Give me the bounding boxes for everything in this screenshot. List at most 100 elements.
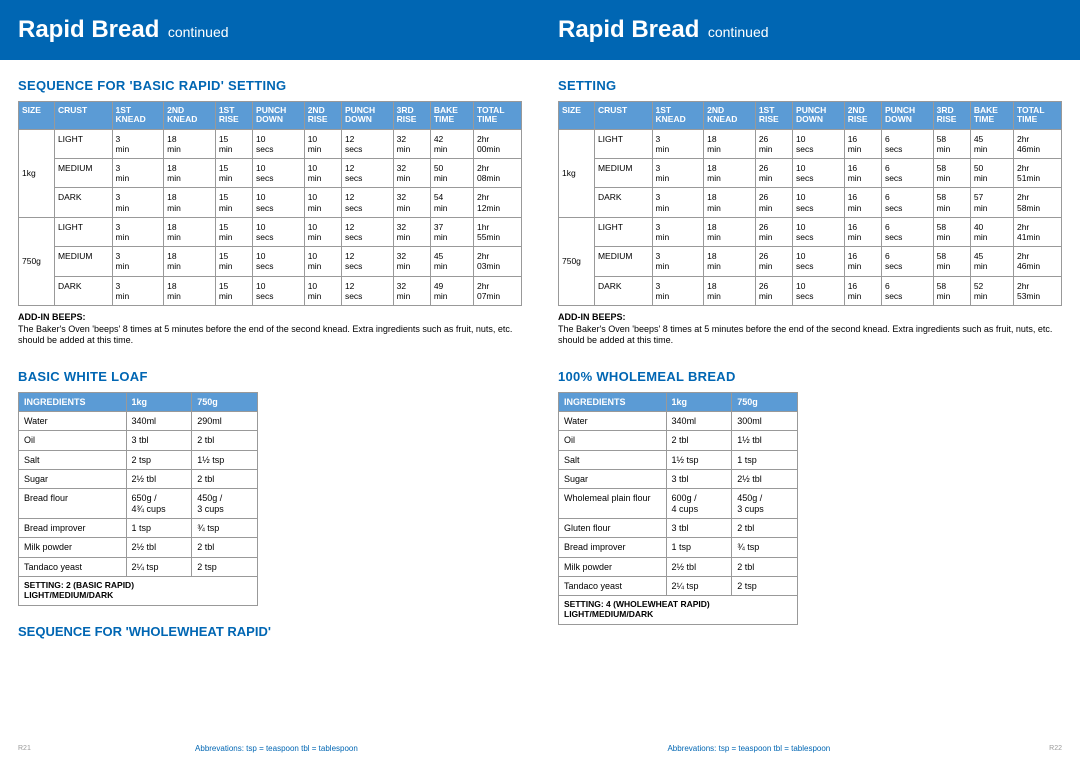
seq-title: SETTING [558, 78, 1062, 93]
cell: 10secs [793, 159, 845, 188]
col-header: 750g [732, 393, 798, 412]
size-cell: 750g [19, 217, 55, 305]
cell: DARK [54, 276, 112, 305]
cell: 10secs [253, 159, 305, 188]
cell: 18min [704, 188, 756, 217]
table-row: 750gLIGHT3min18min26min10secs16min6secs5… [559, 217, 1062, 246]
cell: 650g /4¾ cups [126, 489, 192, 519]
cell: Water [19, 412, 127, 431]
cell: 3min [652, 188, 704, 217]
table-row: Salt2 tsp1½ tsp [19, 450, 258, 469]
cell: 3min [652, 217, 704, 246]
setting-row: SETTING: 4 (WHOLEWHEAT RAPID)LIGHT/MEDIU… [559, 596, 798, 625]
cell: 1½ tbl [732, 431, 798, 450]
cell: 3min [652, 247, 704, 276]
cell: 18min [704, 129, 756, 158]
cell: 15min [215, 188, 252, 217]
cell: 10secs [253, 276, 305, 305]
cell: 10min [304, 188, 341, 217]
cell: 300ml [732, 412, 798, 431]
table-row: Bread flour650g /4¾ cups450g /3 cups [19, 489, 258, 519]
left-page: Rapid Bread continued SEQUENCE FOR 'BASI… [0, 0, 540, 763]
cell: 2 tbl [732, 557, 798, 576]
cell: 2 tsp [732, 577, 798, 596]
table-row: Tandaco yeast2¼ tsp2 tsp [559, 577, 798, 596]
header-title: Rapid Bread [18, 16, 159, 43]
col-header: 1STKNEAD [112, 102, 164, 130]
table-row: Bread improver1 tsp¾ tsp [19, 519, 258, 538]
abbreviations: Abbrevations: tsp = teaspoon tbl = table… [195, 744, 358, 753]
cell: DARK [594, 188, 652, 217]
cell: 26min [755, 217, 792, 246]
cell: 32min [393, 129, 430, 158]
cell: 3min [652, 159, 704, 188]
table-row: Tandaco yeast2¼ tsp2 tsp [19, 557, 258, 576]
cell: MEDIUM [594, 159, 652, 188]
cell: MEDIUM [54, 247, 112, 276]
col-header: INGREDIENTS [19, 393, 127, 412]
cell: 45min [430, 247, 473, 276]
cell: 2hr46min [1013, 247, 1061, 276]
cell: Bread improver [19, 519, 127, 538]
cell: Wholemeal plain flour [559, 489, 667, 519]
setting-cell: SETTING: 2 (BASIC RAPID)LIGHT/MEDIUM/DAR… [19, 577, 258, 606]
cell: 26min [755, 159, 792, 188]
cell: 57min [970, 188, 1013, 217]
header-title: Rapid Bread [558, 16, 699, 43]
table-row: DARK3min18min26min10secs16min6secs58min5… [559, 188, 1062, 217]
cell: 3min [112, 276, 164, 305]
table-row: DARK3min18min26min10secs16min6secs58min5… [559, 276, 1062, 305]
cell: 26min [755, 188, 792, 217]
cell: 6secs [881, 247, 933, 276]
col-header: PUNCHDOWN [253, 102, 305, 130]
table-row: 750gLIGHT3min18min15min10secs10min12secs… [19, 217, 522, 246]
cell: 2¼ tsp [666, 577, 732, 596]
cell: Sugar [19, 470, 127, 489]
cell: Water [559, 412, 667, 431]
cell: 15min [215, 217, 252, 246]
col-header: 1kg [126, 393, 192, 412]
cell: 2¼ tsp [126, 557, 192, 576]
col-header: TOTALTIME [473, 102, 521, 130]
cell: LIGHT [54, 217, 112, 246]
cell: LIGHT [54, 129, 112, 158]
col-header: 1STRISE [755, 102, 792, 130]
table-row: Oil2 tbl1½ tbl [559, 431, 798, 450]
col-header: SIZE [559, 102, 595, 130]
table-row: Salt1½ tsp1 tsp [559, 450, 798, 469]
cell: Salt [19, 450, 127, 469]
cell: 18min [704, 247, 756, 276]
col-header: 1STRISE [215, 102, 252, 130]
addin-title: ADD-IN BEEPS: [18, 312, 86, 322]
cell: 2hr46min [1013, 129, 1061, 158]
cell: 340ml [126, 412, 192, 431]
cell: 340ml [666, 412, 732, 431]
table-row: Oil3 tbl2 tbl [19, 431, 258, 450]
cell: 3min [112, 188, 164, 217]
col-header: 2NDKNEAD [164, 102, 216, 130]
cell: 32min [393, 159, 430, 188]
cell: Tandaco yeast [559, 577, 667, 596]
cell: Milk powder [19, 538, 127, 557]
cell: 16min [844, 217, 881, 246]
cell: Oil [559, 431, 667, 450]
cell: 10secs [253, 188, 305, 217]
col-header: INGREDIENTS [559, 393, 667, 412]
cell: 10min [304, 217, 341, 246]
recipe-title: BASIC WHITE LOAF [18, 369, 522, 384]
cell: 10secs [793, 217, 845, 246]
cell: 37min [430, 217, 473, 246]
cell: 1½ tsp [192, 450, 258, 469]
cell: 10secs [253, 247, 305, 276]
cell: LIGHT [594, 129, 652, 158]
cell: 45min [970, 247, 1013, 276]
addin-note: ADD-IN BEEPS: The Baker's Oven 'beeps' 8… [18, 312, 522, 347]
size-cell: 1kg [559, 129, 595, 217]
cell: 18min [164, 188, 216, 217]
cell: 6secs [881, 188, 933, 217]
table-row: Gluten flour3 tbl2 tbl [559, 519, 798, 538]
col-header: CRUST [54, 102, 112, 130]
col-header: BAKETIME [970, 102, 1013, 130]
cell: 2 tbl [732, 519, 798, 538]
cell: 6secs [881, 217, 933, 246]
